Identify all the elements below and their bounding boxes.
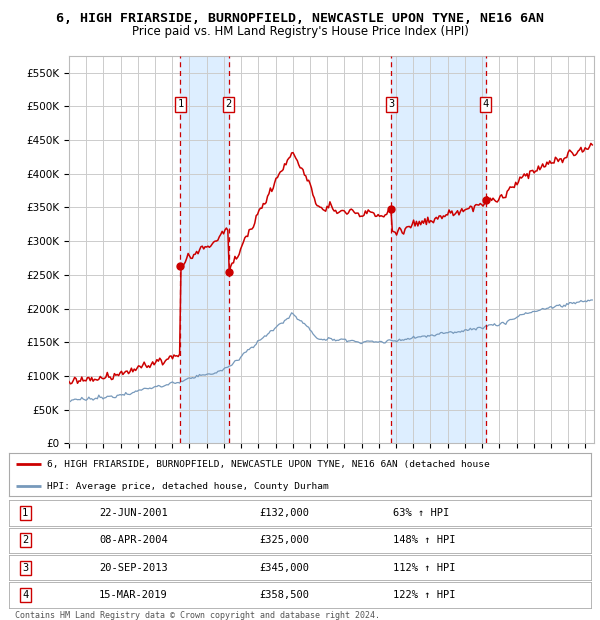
Text: 4: 4 bbox=[482, 99, 488, 109]
Text: 1: 1 bbox=[22, 508, 28, 518]
Text: HPI: Average price, detached house, County Durham: HPI: Average price, detached house, Coun… bbox=[47, 482, 329, 490]
Text: £132,000: £132,000 bbox=[259, 508, 309, 518]
Text: 22-JUN-2001: 22-JUN-2001 bbox=[99, 508, 168, 518]
Bar bbox=[391, 56, 485, 443]
Text: 3: 3 bbox=[22, 562, 28, 573]
Text: £345,000: £345,000 bbox=[259, 562, 309, 573]
Text: 20-SEP-2013: 20-SEP-2013 bbox=[99, 562, 168, 573]
Text: 15-MAR-2019: 15-MAR-2019 bbox=[99, 590, 168, 600]
Text: Contains HM Land Registry data © Crown copyright and database right 2024.
This d: Contains HM Land Registry data © Crown c… bbox=[15, 611, 380, 620]
Text: 112% ↑ HPI: 112% ↑ HPI bbox=[393, 562, 455, 573]
Text: 2: 2 bbox=[22, 535, 28, 546]
Text: 148% ↑ HPI: 148% ↑ HPI bbox=[393, 535, 455, 546]
Text: Price paid vs. HM Land Registry's House Price Index (HPI): Price paid vs. HM Land Registry's House … bbox=[131, 25, 469, 38]
Text: 4: 4 bbox=[22, 590, 28, 600]
Text: £325,000: £325,000 bbox=[259, 535, 309, 546]
Text: 2: 2 bbox=[226, 99, 232, 109]
Text: 122% ↑ HPI: 122% ↑ HPI bbox=[393, 590, 455, 600]
Bar bbox=[181, 56, 229, 443]
Text: 6, HIGH FRIARSIDE, BURNOPFIELD, NEWCASTLE UPON TYNE, NE16 6AN (detached house: 6, HIGH FRIARSIDE, BURNOPFIELD, NEWCASTL… bbox=[47, 460, 490, 469]
Text: £358,500: £358,500 bbox=[259, 590, 309, 600]
Text: 6, HIGH FRIARSIDE, BURNOPFIELD, NEWCASTLE UPON TYNE, NE16 6AN: 6, HIGH FRIARSIDE, BURNOPFIELD, NEWCASTL… bbox=[56, 12, 544, 25]
Text: 08-APR-2004: 08-APR-2004 bbox=[99, 535, 168, 546]
Text: 63% ↑ HPI: 63% ↑ HPI bbox=[393, 508, 449, 518]
Text: 3: 3 bbox=[388, 99, 394, 109]
Text: 1: 1 bbox=[177, 99, 184, 109]
